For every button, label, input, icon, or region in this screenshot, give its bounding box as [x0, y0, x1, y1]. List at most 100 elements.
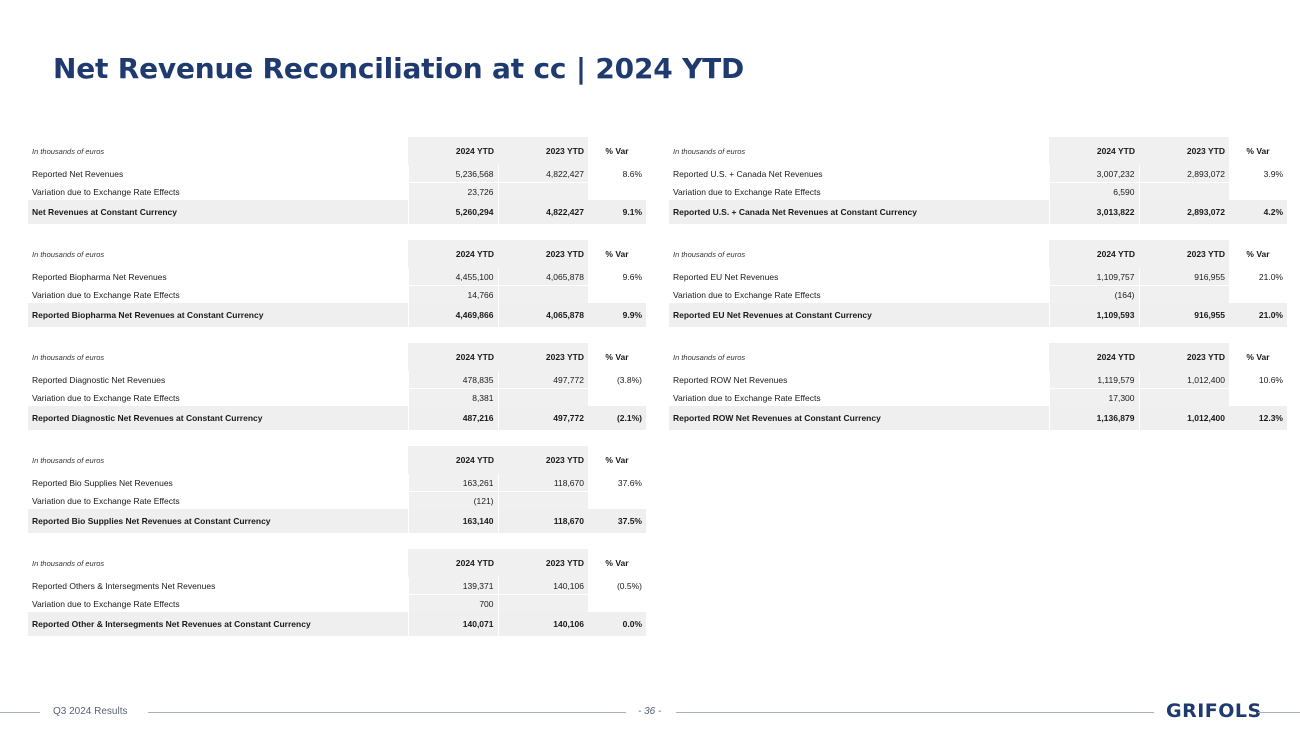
- value-2023: 2,893,072: [1138, 165, 1229, 183]
- footer-line-middle-right: [676, 712, 1154, 713]
- total-2023: 2,893,072: [1138, 200, 1229, 224]
- value-2024: 8,381: [407, 388, 498, 406]
- total-label: Reported ROW Net Revenues at Constant Cu…: [669, 406, 1049, 430]
- value-2024: 5,236,568: [407, 165, 498, 183]
- column-header-2024: 2024 YTD: [408, 137, 498, 165]
- total-var: 9.9%: [588, 303, 646, 327]
- table-row: Variation due to Exchange Rate Effects 8,…: [28, 388, 646, 406]
- row-label: Variation due to Exchange Rate Effects: [669, 182, 1049, 200]
- footer-line-middle-left: [148, 712, 626, 713]
- value-2023: [1138, 182, 1229, 200]
- value-var: [588, 594, 646, 612]
- total-label: Net Revenues at Constant Currency: [28, 200, 408, 224]
- total-2024: 5,260,294: [407, 200, 498, 224]
- total-row: Net Revenues at Constant Currency 5,260,2…: [28, 200, 646, 224]
- total-2023: 4,065,878: [497, 303, 588, 327]
- unit-label: In thousands of euros: [32, 455, 105, 465]
- total-var: 4.2%: [1229, 200, 1287, 224]
- value-2024: 23,726: [407, 182, 498, 200]
- total-row: Reported ROW Net Revenues at Constant Cu…: [669, 406, 1287, 430]
- total-2024: 4,469,866: [407, 303, 498, 327]
- unit-label: In thousands of euros: [673, 249, 746, 259]
- column-header-var: % Var: [1229, 137, 1287, 165]
- table-row: Reported Others & Intersegments Net Reve…: [28, 577, 646, 595]
- total-row: Reported Bio Supplies Net Revenues at Co…: [28, 509, 646, 533]
- table-row: Variation due to Exchange Rate Effects 23…: [28, 182, 646, 200]
- row-label: Variation due to Exchange Rate Effects: [28, 285, 408, 303]
- table-header-row: In thousands of euros 2024 YTD 2023 YTD% V…: [28, 137, 646, 165]
- table-row: Reported EU Net Revenues 1,109,757 916,955…: [669, 268, 1287, 286]
- footer-line-left: [0, 712, 40, 713]
- value-2023: [497, 388, 588, 406]
- grifols-logo: GRIFOLS: [1166, 700, 1262, 722]
- value-2024: 14,766: [407, 285, 498, 303]
- column-header-var: % Var: [588, 343, 646, 371]
- value-var: 37.6%: [617, 477, 642, 488]
- table-header-row: In thousands of euros 2024 YTD 2023 YTD% V…: [28, 240, 646, 268]
- total-var: 12.3%: [1229, 406, 1287, 430]
- value-var: 9.6%: [622, 271, 642, 282]
- row-label: Reported ROW Net Revenues: [673, 374, 788, 385]
- total-2023: 118,670: [497, 509, 588, 533]
- row-label: Variation due to Exchange Rate Effects: [28, 491, 408, 509]
- total-label: Reported EU Net Revenues at Constant Cur…: [669, 303, 1049, 327]
- row-label: Reported Bio Supplies Net Revenues: [32, 477, 173, 488]
- footer-line-right: [1258, 712, 1300, 713]
- table-row: Variation due to Exchange Rate Effects (1…: [669, 285, 1287, 303]
- total-2024: 1,136,879: [1048, 406, 1139, 430]
- total-row: Reported Biopharma Net Revenues at Const…: [28, 303, 646, 327]
- table-header-row: In thousands of euros 2024 YTD 2023 YTD% V…: [28, 343, 646, 371]
- total-2024: 140,071: [407, 612, 498, 636]
- total-row: Reported U.S. + Canada Net Revenues at C…: [669, 200, 1287, 224]
- total-2023: 4,822,427: [497, 200, 588, 224]
- unit-label: In thousands of euros: [673, 352, 746, 362]
- total-2024: 1,109,593: [1048, 303, 1139, 327]
- value-var: [1229, 285, 1287, 303]
- value-2024: 1,109,757: [1048, 268, 1139, 286]
- unit-label: In thousands of euros: [32, 352, 105, 362]
- total-2023: 916,955: [1138, 303, 1229, 327]
- value-var: 10.6%: [1258, 374, 1283, 385]
- value-2024: 17,300: [1048, 388, 1139, 406]
- reconciliation-table: In thousands of euros 2024 YTD 2023 YTD% V…: [28, 240, 646, 327]
- value-2024: 139,371: [407, 577, 498, 595]
- right-tables-column: In thousands of euros 2024 YTD 2023 YTD% V…: [669, 137, 1287, 446]
- table-row: Variation due to Exchange Rate Effects 17…: [669, 388, 1287, 406]
- value-2024: 478,835: [407, 371, 498, 389]
- table-row: Reported Biopharma Net Revenues 4,455,100…: [28, 268, 646, 286]
- value-2023: [497, 491, 588, 509]
- value-var: (0.5%): [616, 580, 642, 591]
- column-header-var: % Var: [1229, 343, 1287, 371]
- table-row: Variation due to Exchange Rate Effects (1…: [28, 491, 646, 509]
- total-2023: 140,106: [497, 612, 588, 636]
- column-header-var: % Var: [1229, 240, 1287, 268]
- column-header-2023: 2023 YTD: [498, 446, 588, 474]
- total-2024: 163,140: [407, 509, 498, 533]
- table-row: Variation due to Exchange Rate Effects 14…: [28, 285, 646, 303]
- column-header-2023: 2023 YTD: [498, 549, 588, 577]
- value-var: [588, 388, 646, 406]
- column-header-var: % Var: [588, 240, 646, 268]
- value-2023: 1,012,400: [1138, 371, 1229, 389]
- table-row: Variation due to Exchange Rate Effects 6,…: [669, 182, 1287, 200]
- row-label: Reported Others & Intersegments Net Reve…: [32, 580, 216, 591]
- total-2023: 1,012,400: [1138, 406, 1229, 430]
- total-2024: 3,013,822: [1048, 200, 1139, 224]
- value-2024: 1,119,579: [1048, 371, 1139, 389]
- value-2023: 4,065,878: [497, 268, 588, 286]
- column-header-2024: 2024 YTD: [408, 446, 498, 474]
- total-2023: 497,772: [497, 406, 588, 430]
- reconciliation-table: In thousands of euros 2024 YTD 2023 YTD% V…: [669, 240, 1287, 327]
- table-row: Variation due to Exchange Rate Effects 70…: [28, 594, 646, 612]
- value-2023: [497, 594, 588, 612]
- total-row: Reported Other & Intersegments Net Reven…: [28, 612, 646, 636]
- reconciliation-table: In thousands of euros 2024 YTD 2023 YTD% V…: [28, 137, 646, 224]
- row-label: Reported U.S. + Canada Net Revenues: [673, 168, 823, 179]
- total-var: 0.0%: [588, 612, 646, 636]
- value-2024: (164): [1048, 285, 1139, 303]
- row-label: Variation due to Exchange Rate Effects: [28, 182, 408, 200]
- row-label: Reported Biopharma Net Revenues: [32, 271, 167, 282]
- value-var: [588, 491, 646, 509]
- unit-label: In thousands of euros: [32, 558, 105, 568]
- table-header-row: In thousands of euros 2024 YTD 2023 YTD% V…: [28, 549, 646, 577]
